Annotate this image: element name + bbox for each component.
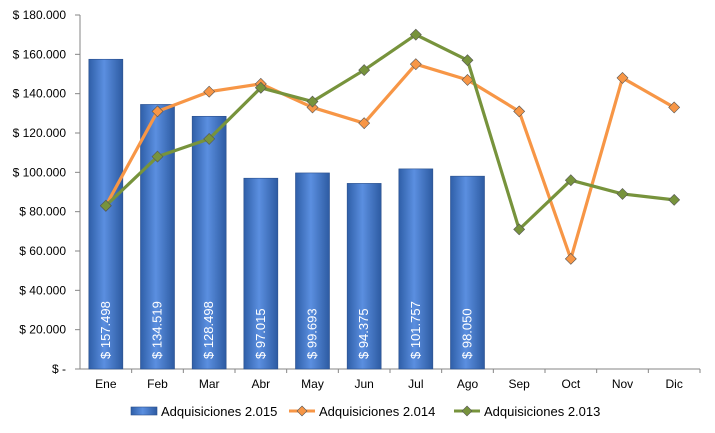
bar-adquisiciones-2015 xyxy=(243,177,279,370)
bar-data-label: $ 101.757 xyxy=(408,301,423,359)
y-tick-label: $ 80.000 xyxy=(19,205,66,219)
x-tick-label: Ago xyxy=(457,377,479,391)
point-adquisiciones-2-014 xyxy=(203,85,216,98)
point-adquisiciones-2-014 xyxy=(513,105,526,118)
point-adquisiciones-2-013 xyxy=(616,188,629,200)
legend-bar-swatch xyxy=(130,406,158,416)
legend-marker xyxy=(461,405,473,417)
legend-label: Adquisiciones 2.013 xyxy=(484,404,600,419)
x-tick-label: Abr xyxy=(251,377,270,391)
x-tick-label: Ene xyxy=(95,377,117,391)
bar-data-label: $ 128.498 xyxy=(201,301,216,359)
line-adquisiciones-2-014 xyxy=(104,62,675,261)
point-adquisiciones-2-014 xyxy=(668,101,681,114)
legend-item-1: Adquisiciones 2.015 xyxy=(130,404,277,419)
y-tick-label: $ 140.000 xyxy=(13,87,67,101)
x-tick-label: Mar xyxy=(199,377,220,391)
bar-adquisiciones-2015 xyxy=(346,183,382,370)
y-tick-label: $ 60.000 xyxy=(19,244,66,258)
point-adquisiciones-2-013 xyxy=(203,132,216,145)
bar-data-label: $ 99.693 xyxy=(305,308,320,359)
point-adquisiciones-2-013 xyxy=(306,95,319,108)
legend-label: Adquisiciones 2.014 xyxy=(319,404,435,419)
y-tick-label: $ - xyxy=(52,362,66,376)
x-tick-label: Jun xyxy=(354,377,373,391)
bar-adquisiciones-2015 xyxy=(140,104,175,370)
point-adquisiciones-2-013 xyxy=(461,54,474,67)
legend-marker xyxy=(296,405,308,417)
point-adquisiciones-2-013 xyxy=(254,81,267,94)
point-adquisiciones-2-013 xyxy=(99,199,112,212)
point-adquisiciones-2-013 xyxy=(513,223,526,236)
bar-adquisiciones-2015 xyxy=(398,168,434,370)
point-adquisiciones-2-014 xyxy=(151,105,164,118)
line-adquisiciones-2-013 xyxy=(104,33,675,231)
x-tick-label: May xyxy=(301,377,324,391)
x-tick-label: Nov xyxy=(612,377,633,391)
bar-adquisiciones-2015 xyxy=(88,58,124,370)
y-tick-label: $ 100.000 xyxy=(13,165,67,179)
point-adquisiciones-2-014 xyxy=(358,117,371,130)
point-adquisiciones-2-014 xyxy=(564,252,577,265)
y-tick-label: $ 120.000 xyxy=(13,126,67,140)
legend-item-2: Adquisiciones 2.014 xyxy=(289,404,435,419)
y-tick-label: $ 40.000 xyxy=(19,283,66,297)
point-adquisiciones-2-013 xyxy=(668,193,681,206)
point-adquisiciones-2-014 xyxy=(409,58,422,71)
point-adquisiciones-2-013 xyxy=(564,174,577,187)
y-tick-label: $ 160.000 xyxy=(13,47,67,61)
x-tick-label: Oct xyxy=(561,377,580,391)
bar-data-label: $ 134.519 xyxy=(150,301,165,359)
bar-data-label: $ 157.498 xyxy=(98,301,113,359)
x-tick-label: Sep xyxy=(508,377,530,391)
bar-adquisiciones-2015 xyxy=(295,172,330,370)
bar-adquisiciones-2015 xyxy=(191,115,227,370)
y-tick-label: $ 180.000 xyxy=(13,8,67,22)
x-tick-label: Feb xyxy=(147,377,168,391)
bar-data-label: $ 97.015 xyxy=(253,308,268,359)
x-tick-label: Dic xyxy=(665,377,682,391)
bar-data-label: $ 98.050 xyxy=(460,308,475,359)
bar-adquisiciones-2015 xyxy=(450,175,485,370)
legend-item-3: Adquisiciones 2.013 xyxy=(454,404,600,419)
point-adquisiciones-2-014 xyxy=(461,73,474,86)
point-adquisiciones-2-013 xyxy=(358,64,371,76)
x-tick-label: Jul xyxy=(408,377,423,391)
point-adquisiciones-2-013 xyxy=(151,150,164,163)
point-adquisiciones-2-014 xyxy=(616,72,629,84)
legend-label: Adquisiciones 2.015 xyxy=(161,404,277,419)
bar-data-label: $ 94.375 xyxy=(356,308,371,359)
point-adquisiciones-2-013 xyxy=(409,28,422,41)
y-tick-label: $ 20.000 xyxy=(19,323,66,337)
